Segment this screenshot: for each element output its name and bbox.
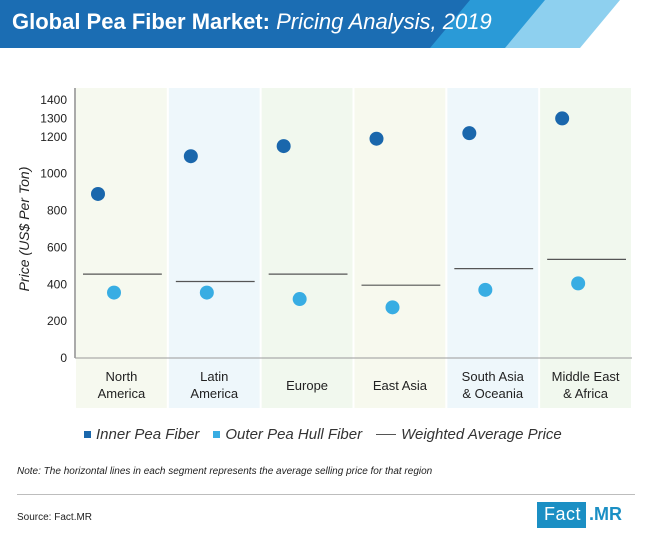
region-band bbox=[446, 88, 540, 408]
outer-hull-point bbox=[478, 282, 493, 297]
inner-fiber-point bbox=[555, 111, 570, 126]
legend-marker-avg bbox=[376, 434, 397, 435]
category-label: North bbox=[106, 369, 138, 384]
outer-hull-point bbox=[107, 285, 121, 300]
y-tick-label: 0 bbox=[60, 351, 67, 365]
y-tick-label: 1300 bbox=[40, 111, 67, 125]
category-label: Middle East bbox=[552, 369, 620, 384]
legend-item-inner: Inner Pea Fiber bbox=[84, 426, 199, 443]
chart-legend: Inner Pea Fiber Outer Pea Hull Fiber Wei… bbox=[84, 426, 576, 443]
legend-item-avg: Weighted Average Price bbox=[376, 426, 562, 443]
region-band bbox=[539, 88, 632, 408]
category-label: & Oceania bbox=[462, 386, 523, 401]
category-label: Latin bbox=[200, 369, 228, 384]
legend-item-outer: Outer Pea Hull Fiber bbox=[213, 426, 362, 443]
outer-hull-point bbox=[385, 300, 400, 315]
outer-hull-point bbox=[571, 276, 586, 291]
y-axis-label: Price (US$ Per Ton) bbox=[16, 167, 32, 292]
category-label: East Asia bbox=[373, 378, 428, 393]
inner-fiber-point bbox=[462, 126, 477, 141]
legend-marker-inner bbox=[84, 431, 91, 438]
inner-fiber-point bbox=[91, 186, 105, 201]
category-label: South Asia bbox=[462, 369, 525, 384]
legend-label-avg: Weighted Average Price bbox=[401, 426, 562, 443]
source-text: Source: Fact.MR bbox=[17, 512, 93, 523]
title-banner bbox=[0, 0, 620, 48]
y-tick-label: 400 bbox=[47, 277, 67, 291]
region-band bbox=[75, 88, 168, 408]
region-band bbox=[167, 88, 261, 408]
region-band bbox=[353, 88, 447, 408]
y-tick-label: 800 bbox=[47, 204, 67, 218]
legend-label-outer: Outer Pea Hull Fiber bbox=[225, 426, 363, 443]
factmr-logo: Fact .MR bbox=[537, 502, 626, 528]
logo-mr: .MR bbox=[589, 504, 623, 524]
y-tick-label: 1400 bbox=[40, 93, 67, 107]
y-tick-label: 200 bbox=[47, 314, 67, 328]
outer-hull-point bbox=[199, 285, 214, 300]
logo-fact: Fact bbox=[537, 502, 587, 528]
footer-divider bbox=[17, 494, 635, 495]
title-main: Global Pea Fiber Market: bbox=[12, 9, 270, 34]
category-label: Europe bbox=[286, 378, 328, 393]
y-tick-label: 600 bbox=[47, 240, 67, 254]
page-title: Global Pea Fiber Market: Pricing Analysi… bbox=[12, 9, 492, 35]
legend-marker-outer bbox=[213, 431, 221, 438]
outer-hull-point bbox=[292, 292, 307, 307]
y-tick-label: 1200 bbox=[40, 130, 67, 144]
category-label: America bbox=[98, 386, 146, 401]
title-banner-accent-2 bbox=[505, 0, 620, 48]
title-sub: Pricing Analysis, 2019 bbox=[276, 9, 492, 34]
legend-label-inner: Inner Pea Fiber bbox=[96, 426, 200, 443]
price-chart: 0 200 400 600 800 1000 1200 1300 1400 Price (US$ … bbox=[16, 88, 633, 408]
inner-fiber-point bbox=[276, 139, 291, 154]
y-tick-label: 1000 bbox=[40, 167, 67, 181]
chart-note: Note: The horizontal lines in each segme… bbox=[17, 466, 433, 477]
category-label: & Africa bbox=[563, 386, 609, 401]
inner-fiber-point bbox=[369, 131, 384, 146]
title-banner-bg bbox=[0, 0, 520, 48]
category-label: America bbox=[190, 386, 238, 401]
region-band bbox=[260, 88, 354, 408]
inner-fiber-point bbox=[183, 149, 198, 164]
